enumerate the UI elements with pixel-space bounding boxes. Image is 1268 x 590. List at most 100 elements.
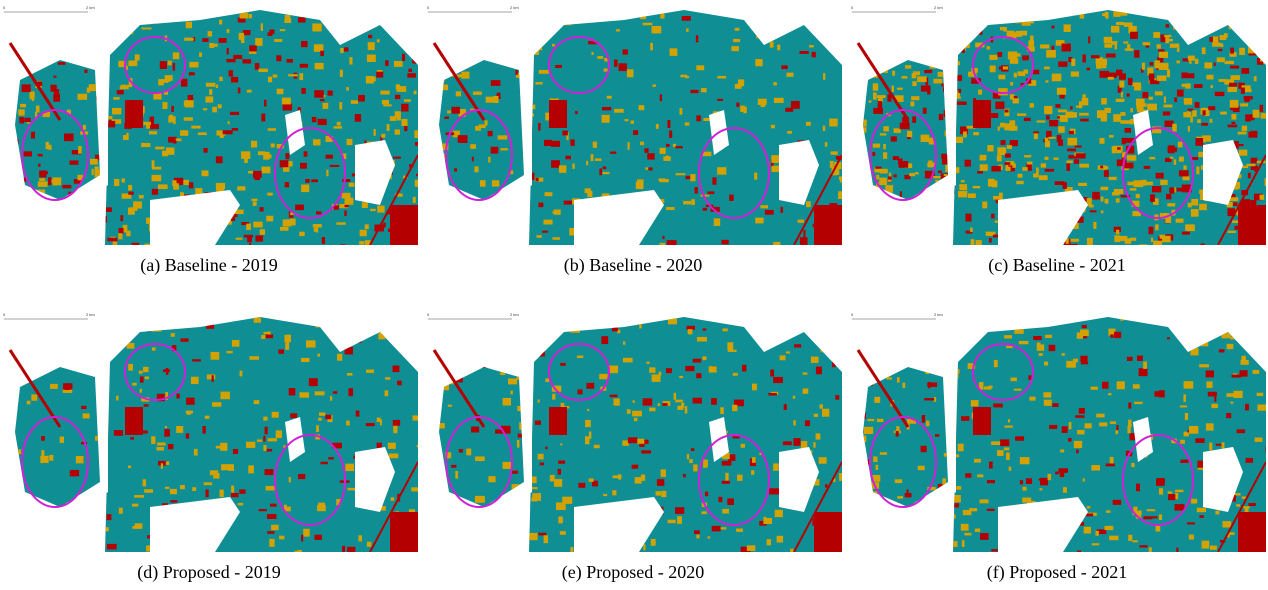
patch-red [100, 41, 103, 47]
patch-red [106, 207, 112, 213]
patch-red [702, 207, 708, 211]
patch-yellow [1167, 491, 1173, 494]
patch-yellow [1, 198, 9, 204]
patch-yellow [538, 69, 549, 74]
patch-yellow [839, 178, 842, 183]
patch-red [644, 148, 649, 153]
patch-yellow [158, 79, 164, 86]
patch-red [451, 106, 460, 114]
patch-yellow [376, 39, 380, 43]
patch-yellow [1033, 173, 1039, 178]
patch-yellow [226, 350, 233, 354]
patch-yellow [959, 184, 968, 191]
patch-yellow [237, 502, 244, 506]
patch-yellow [523, 55, 533, 64]
patch-yellow [185, 21, 193, 29]
patch-red [943, 204, 953, 210]
patch-yellow [592, 141, 597, 148]
patch-yellow [476, 317, 487, 322]
patch-yellow [1190, 116, 1193, 123]
patch-yellow [1028, 80, 1037, 86]
patch-yellow [868, 74, 879, 78]
patch-red [1157, 57, 1164, 63]
patch-yellow [594, 318, 601, 324]
patch-yellow [640, 141, 644, 146]
patch-red [1130, 31, 1138, 39]
patch-red [329, 164, 340, 167]
patch-red [1066, 163, 1071, 171]
patch-red [924, 190, 930, 197]
patch-red [1200, 243, 1205, 245]
patch-yellow [624, 119, 629, 122]
patch-yellow [1264, 178, 1266, 186]
patch-yellow [1172, 24, 1182, 30]
patch-red [805, 420, 810, 427]
patch-red [988, 461, 993, 469]
patch-yellow [851, 518, 858, 522]
patch-yellow [394, 111, 401, 118]
patch-yellow [1260, 112, 1266, 119]
patch-red [536, 348, 544, 356]
patch-yellow [1206, 74, 1214, 80]
patch-yellow [1, 382, 8, 387]
patch-yellow [376, 70, 383, 73]
patch-yellow [1116, 21, 1125, 26]
hole [100, 63, 108, 190]
patch-red [1149, 80, 1160, 85]
patch-red [439, 237, 440, 244]
patch-yellow [22, 331, 31, 337]
patch-red [1201, 122, 1209, 126]
patch-red [237, 87, 241, 94]
patch-yellow [171, 317, 180, 322]
patch-yellow [1129, 237, 1137, 241]
patch-yellow [1192, 24, 1199, 31]
patch-yellow [1240, 359, 1249, 365]
patch-yellow [535, 82, 543, 85]
patch-red [710, 206, 720, 212]
patch-red [151, 188, 159, 195]
patch-red [301, 87, 306, 94]
patch-yellow [543, 535, 549, 544]
patch-yellow [146, 125, 152, 129]
patch-yellow [967, 193, 976, 199]
patch-yellow [123, 135, 129, 141]
patch-yellow [385, 377, 391, 380]
hole [524, 63, 532, 190]
patch-red [39, 351, 43, 357]
patch-yellow [345, 463, 354, 472]
patch-yellow [942, 478, 947, 486]
patch-yellow [1118, 235, 1128, 242]
patch-yellow [414, 130, 418, 139]
red-block [390, 512, 418, 552]
patch-yellow [474, 166, 479, 173]
patch-red [232, 448, 239, 455]
patch-yellow [1043, 66, 1050, 70]
patch-red [241, 222, 250, 226]
patch-yellow [516, 375, 522, 380]
patch-red [1068, 130, 1074, 135]
patch-red [487, 130, 493, 137]
patch-yellow [1211, 403, 1218, 409]
patch-yellow [148, 131, 158, 135]
patch-red [631, 464, 639, 469]
patch-yellow [1155, 524, 1161, 532]
patch-red [836, 155, 842, 160]
patch-red [319, 98, 325, 102]
patch-red [1070, 106, 1073, 110]
patch-yellow [1238, 165, 1249, 169]
patch-yellow [248, 170, 257, 174]
patch-yellow [378, 506, 386, 511]
patch-red [70, 197, 79, 203]
patch-yellow [1132, 540, 1138, 543]
patch-yellow [1061, 353, 1065, 356]
patch-red [15, 138, 19, 145]
patch-yellow [112, 241, 118, 245]
patch-yellow [537, 399, 540, 403]
patch-yellow [1004, 335, 1012, 339]
patch-yellow [1232, 220, 1239, 223]
patch-red [707, 191, 715, 195]
patch-yellow [701, 88, 707, 93]
